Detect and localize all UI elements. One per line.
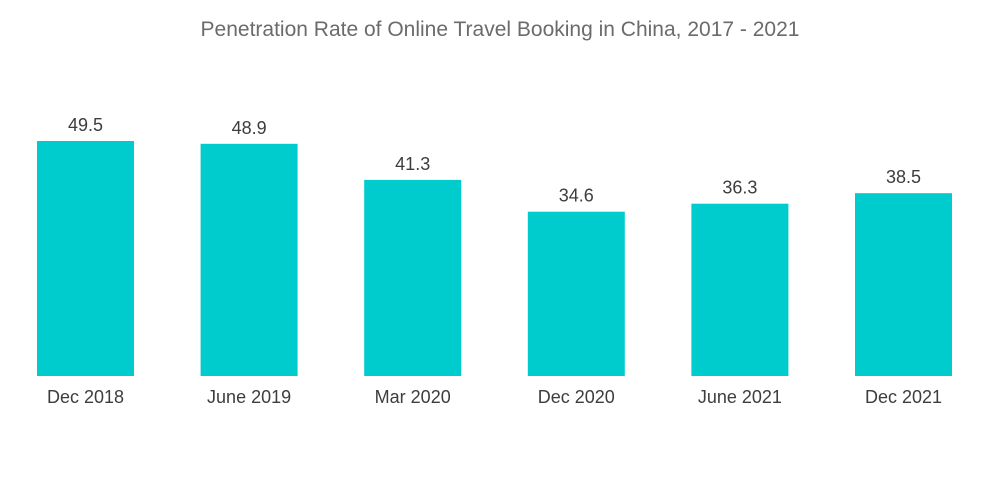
category-label-0: Dec 2018 xyxy=(47,387,124,407)
value-labels-group: 49.5 48.9 41.3 34.6 36.3 38.5 xyxy=(68,115,921,206)
value-label-5: 38.5 xyxy=(886,167,921,187)
category-label-2: Mar 2020 xyxy=(375,387,451,407)
value-label-2: 41.3 xyxy=(395,154,430,174)
value-label-1: 48.9 xyxy=(232,118,267,138)
chart-title: Penetration Rate of Online Travel Bookin… xyxy=(200,18,800,41)
value-label-0: 49.5 xyxy=(68,115,103,135)
bar-4 xyxy=(691,203,789,376)
category-label-3: Dec 2020 xyxy=(538,387,615,407)
category-label-1: June 2019 xyxy=(207,387,291,407)
bar-2 xyxy=(364,179,462,376)
bar-0 xyxy=(37,141,134,376)
value-label-3: 34.6 xyxy=(559,186,594,206)
category-label-4: June 2021 xyxy=(698,387,782,407)
bar-5 xyxy=(855,193,952,376)
category-labels-group: Dec 2018 June 2019 Mar 2020 Dec 2020 June 20… xyxy=(47,387,942,407)
bar-3 xyxy=(527,211,625,376)
bars-group xyxy=(37,141,952,376)
value-label-4: 36.3 xyxy=(722,178,757,198)
category-label-5: Dec 2021 xyxy=(865,387,942,407)
bar-1 xyxy=(200,143,298,376)
